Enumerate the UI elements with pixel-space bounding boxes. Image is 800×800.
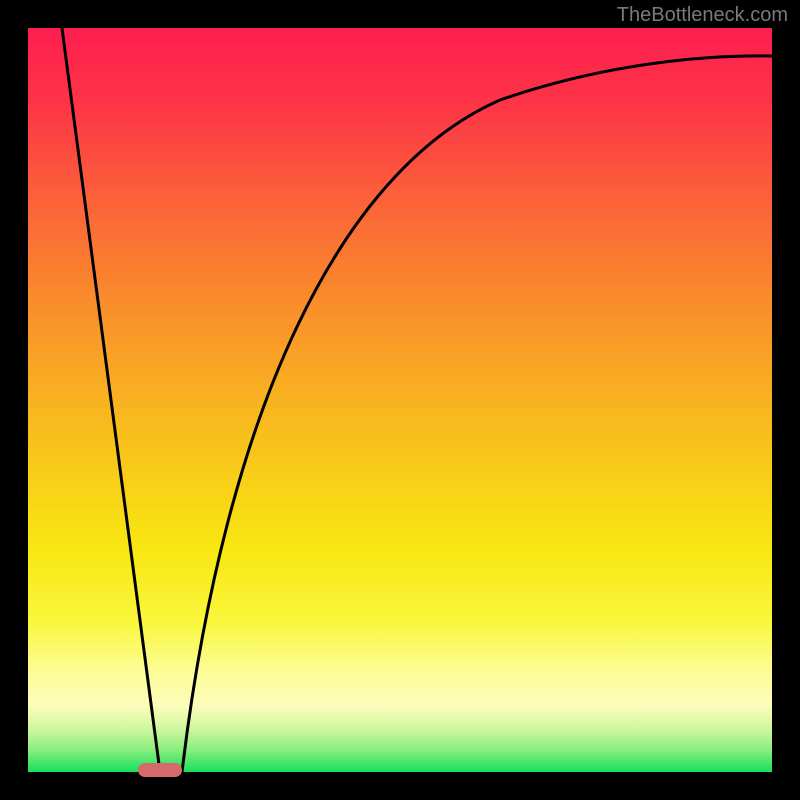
chart-container: TheBottleneck.com <box>0 0 800 800</box>
watermark-text: TheBottleneck.com <box>617 4 788 27</box>
vertex-marker <box>138 763 182 777</box>
chart-background-gradient <box>28 28 772 772</box>
chart-svg <box>0 0 800 800</box>
